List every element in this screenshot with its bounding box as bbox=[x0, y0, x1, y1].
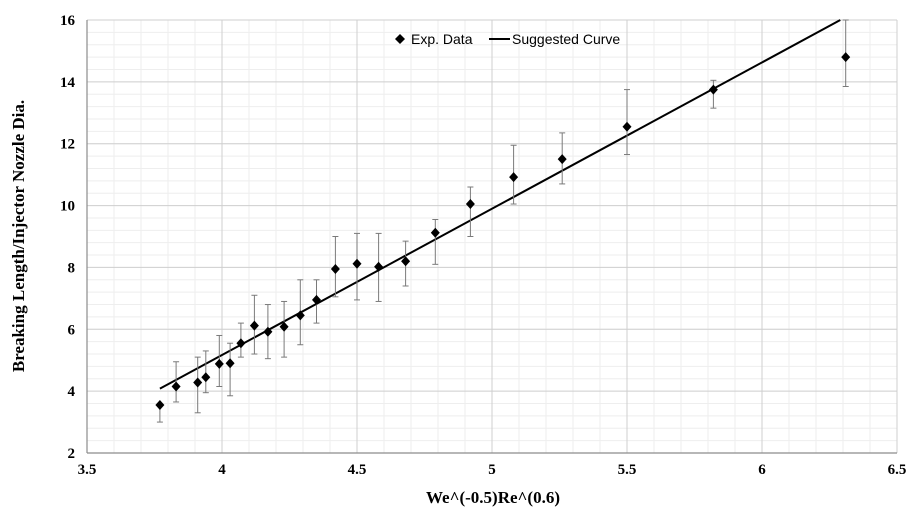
x-tick-label: 3.5 bbox=[78, 462, 97, 478]
data-point-marker bbox=[622, 121, 632, 132]
data-point-marker bbox=[193, 377, 203, 388]
x-tick-label: 5.5 bbox=[618, 462, 637, 478]
data-point-marker bbox=[236, 338, 246, 349]
data-point-marker bbox=[557, 154, 567, 165]
legend: Exp. Data Suggested Curve bbox=[395, 31, 620, 47]
data-point-marker bbox=[401, 256, 411, 267]
data-point-marker bbox=[214, 358, 224, 369]
y-tick-label: 2 bbox=[68, 446, 76, 462]
data-point-marker bbox=[374, 261, 384, 272]
x-tick-label: 6.5 bbox=[888, 462, 907, 478]
data-point-marker bbox=[465, 199, 475, 210]
data-point-marker bbox=[171, 381, 181, 392]
suggested-curve-line bbox=[159, 19, 841, 390]
data-point-marker bbox=[430, 227, 440, 238]
axes bbox=[86, 20, 897, 454]
x-tick-label: 4.5 bbox=[348, 462, 367, 478]
y-tick-label: 14 bbox=[60, 75, 76, 91]
data-point-marker bbox=[263, 326, 273, 337]
y-tick-label: 4 bbox=[68, 384, 76, 400]
suggested-curve-path bbox=[159, 19, 841, 390]
major-grid bbox=[86, 19, 898, 454]
y-tick-label: 16 bbox=[60, 13, 76, 29]
data-point-marker bbox=[295, 310, 305, 321]
data-point-marker bbox=[330, 263, 340, 274]
x-axis-title: We^(-0.5)Re^(0.6) bbox=[426, 488, 560, 507]
data-point-marker bbox=[841, 52, 851, 63]
legend-label-exp-data: Exp. Data bbox=[411, 31, 473, 47]
legend-marker-exp-data bbox=[395, 34, 405, 44]
x-tick-label: 6 bbox=[758, 462, 766, 478]
data-points bbox=[155, 52, 851, 411]
data-point-marker bbox=[312, 294, 321, 305]
data-point-marker bbox=[225, 358, 235, 369]
data-point-marker bbox=[352, 258, 362, 269]
data-point-marker bbox=[279, 321, 289, 332]
y-tick-label: 10 bbox=[60, 199, 75, 215]
legend-label-suggested-curve: Suggested Curve bbox=[512, 31, 620, 47]
y-axis-title: Breaking Length/Injector Nozzle Dia. bbox=[9, 100, 28, 372]
data-point-marker bbox=[708, 84, 718, 95]
x-tick-label: 4 bbox=[218, 462, 226, 478]
data-point-marker bbox=[155, 400, 165, 411]
x-tick-labels: 3.5 4 4.5 5 5.5 6 6.5 bbox=[78, 462, 907, 478]
y-tick-labels: 2 4 6 8 10 12 14 16 bbox=[60, 13, 76, 462]
y-tick-label: 8 bbox=[68, 260, 76, 276]
data-point-marker bbox=[201, 372, 211, 383]
data-point-marker bbox=[509, 172, 519, 183]
y-tick-label: 12 bbox=[60, 137, 75, 153]
x-tick-label: 5 bbox=[488, 462, 496, 478]
y-tick-label: 6 bbox=[68, 322, 76, 338]
error-bars bbox=[156, 19, 849, 423]
data-point-marker bbox=[249, 320, 259, 331]
